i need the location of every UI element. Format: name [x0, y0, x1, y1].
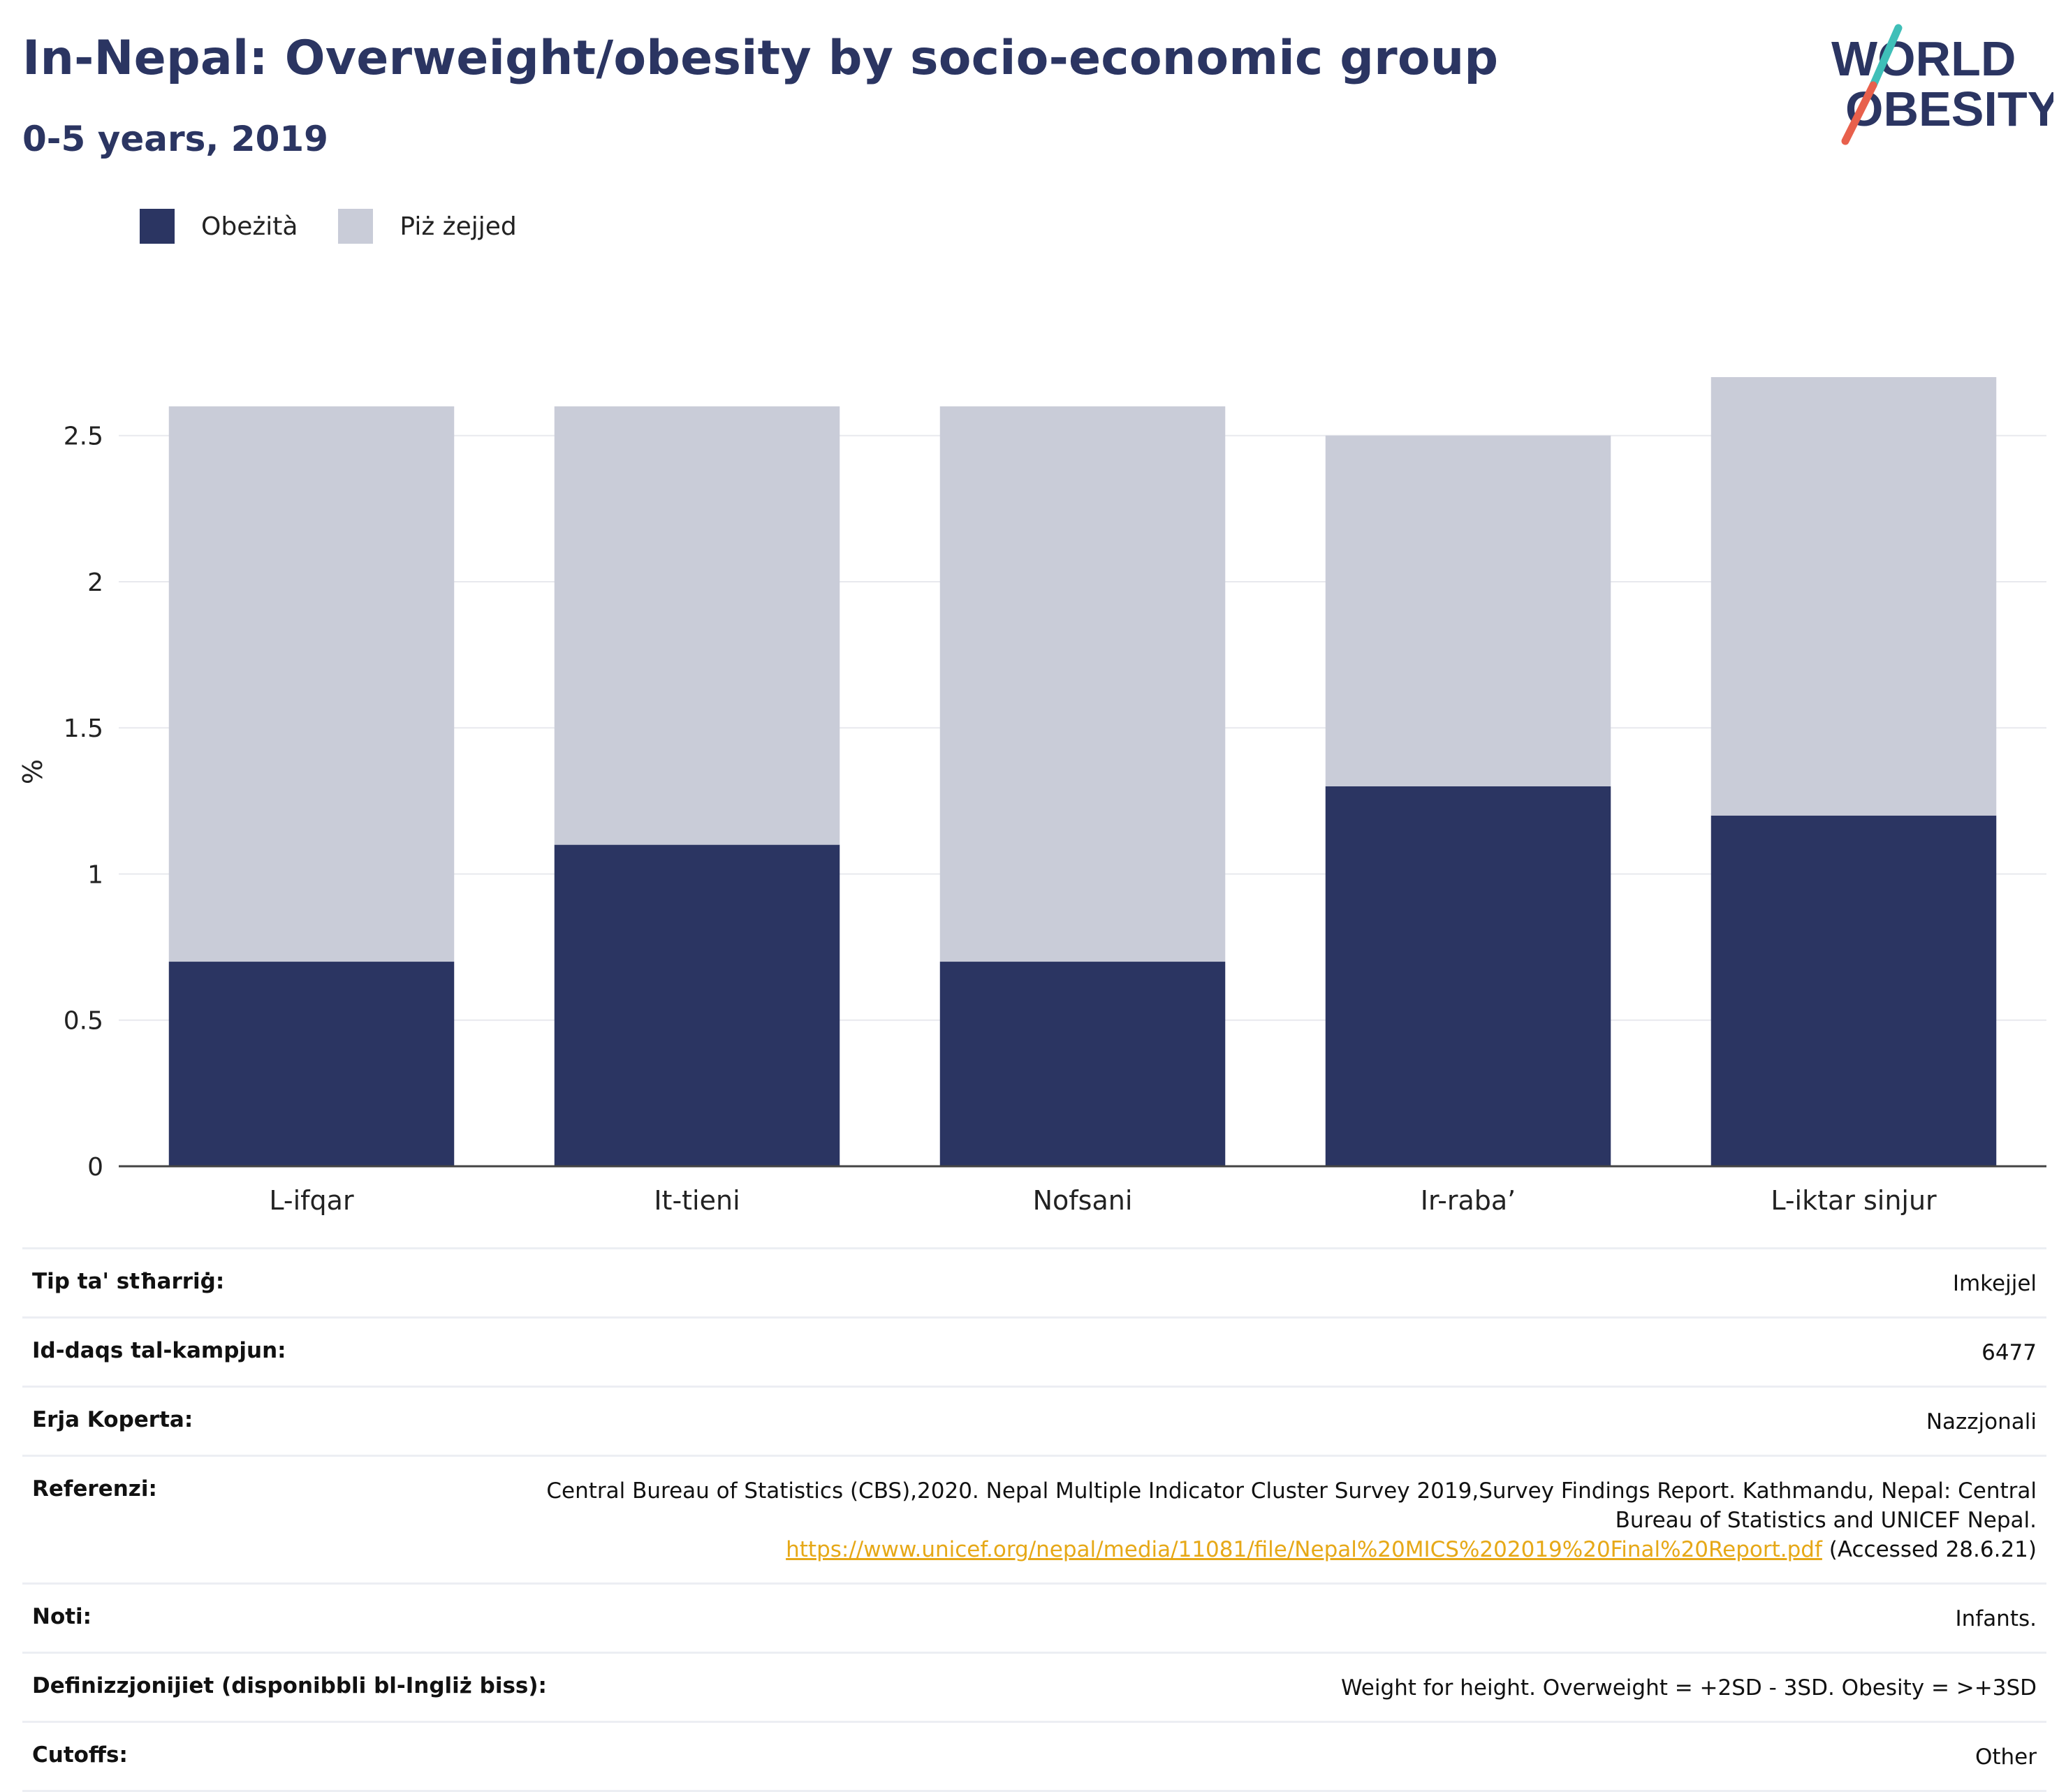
- info-key: Referenzi:: [32, 1476, 157, 1501]
- legend-item-obesity[interactable]: Obeżità: [140, 209, 298, 244]
- info-value: Weight for height. Overweight = +2SD - 3…: [1341, 1673, 2037, 1703]
- world-obesity-logo: WORLD OBESITY: [1831, 24, 2053, 145]
- x-tick-label: L-ifqar: [269, 1185, 354, 1216]
- logo-line2: OBESITY: [1845, 82, 2053, 136]
- info-key: Tip ta' stħarriġ:: [32, 1269, 225, 1294]
- y-tick-label: 1.5: [64, 714, 103, 743]
- bar-overweight[interactable]: [1325, 435, 1611, 786]
- x-axis-ticks: L-ifqar It-tieni Nofsani Ir-raba’ L-iktar si…: [269, 1185, 1937, 1216]
- bars: [168, 377, 1997, 1166]
- info-value-text: Weight for height. Overweight = +2SD - 3…: [1340, 1675, 2037, 1701]
- legend-swatch-overweight: [338, 209, 374, 244]
- info-key: Id-daqs tal-kampjun:: [32, 1338, 286, 1363]
- legend-label-obesity: Obeżità: [201, 212, 298, 241]
- bar-obesity[interactable]: [939, 962, 1226, 1166]
- legend-swatch-obesity: [140, 209, 175, 244]
- info-value-text: Central Bureau of Statistics (CBS),2020.…: [546, 1478, 2037, 1533]
- survey-info-table: Tip ta' stħarriġ: Imkejjel Id-daqs tal-kam…: [22, 1247, 2046, 1792]
- info-key: Definizzjonijiet (disponibbli bl-Ingliż …: [32, 1673, 547, 1698]
- info-value-text: Imkejjel: [1952, 1271, 2037, 1296]
- info-key: Cutoffs:: [32, 1742, 128, 1768]
- info-value-text: Nazzjonali: [1926, 1409, 2037, 1434]
- x-tick-label: Ir-raba’: [1421, 1185, 1516, 1216]
- legend-label-overweight: Piż żejjed: [400, 212, 517, 241]
- info-value: Imkejjel: [1953, 1269, 2037, 1298]
- info-key: Noti:: [32, 1604, 92, 1629]
- info-value-text: 6477: [1981, 1340, 2037, 1365]
- y-tick-label: 2.5: [64, 423, 103, 451]
- info-value: Other: [1975, 1742, 2037, 1772]
- info-row: Erja Koperta: Nazzjonali: [22, 1386, 2046, 1455]
- reference-link[interactable]: https://www.unicef.org/nepal/media/11081…: [786, 1537, 1822, 1562]
- y-tick-label: 0.5: [64, 1007, 103, 1036]
- y-axis-ticks: 0 0.5 1 1.5 2 2.5: [64, 423, 103, 1182]
- info-value: Infants.: [1955, 1604, 2037, 1633]
- y-tick-label: 1: [87, 860, 103, 889]
- info-row: Cutoffs: Other: [22, 1721, 2046, 1792]
- reference-accessed: (Accessed 28.6.21): [1822, 1537, 2037, 1562]
- legend-item-overweight[interactable]: Piż żejjed: [338, 209, 517, 244]
- chart-subtitle: 0-5 years, 2019: [22, 119, 328, 159]
- bar-overweight[interactable]: [168, 406, 455, 962]
- logo-slash-teal: [1869, 24, 1903, 89]
- info-row: Definizzjonijiet (disponibbli bl-Ingliż …: [22, 1652, 2046, 1721]
- chart-legend: Obeżità Piż żejjed: [140, 207, 557, 246]
- info-value-text: Other: [1975, 1745, 2037, 1770]
- bar-overweight[interactable]: [1710, 377, 1997, 816]
- info-value: Nazzjonali: [1926, 1407, 2037, 1437]
- x-tick-label: Nofsani: [1033, 1185, 1133, 1216]
- info-row: Id-daqs tal-kampjun: 6477: [22, 1316, 2046, 1386]
- logo-line1: WORLD: [1831, 31, 2016, 86]
- bar-obesity[interactable]: [554, 844, 840, 1166]
- info-value-text: Infants.: [1955, 1606, 2037, 1631]
- info-value: Central Bureau of Statistics (CBS),2020.…: [500, 1476, 2037, 1564]
- bar-overweight[interactable]: [554, 406, 840, 845]
- logo-slash-red: [1841, 81, 1877, 145]
- info-value: 6477: [1981, 1338, 2037, 1367]
- bar-obesity[interactable]: [168, 962, 455, 1166]
- x-tick-label: L-iktar sinjur: [1771, 1185, 1937, 1216]
- stacked-bar-chart: 0 0.5 1 1.5 2 2.5 L-ifqar It-tieni Nofsani Ir-ra…: [17, 377, 2046, 1216]
- info-row: Noti: Infants.: [22, 1582, 2046, 1652]
- x-tick-label: It-tieni: [654, 1185, 740, 1216]
- y-tick-label: 0: [87, 1153, 103, 1182]
- y-tick-label: 2: [87, 568, 103, 597]
- bar-overweight[interactable]: [939, 406, 1226, 962]
- bar-obesity[interactable]: [1710, 815, 1997, 1166]
- chart-title: In-Nepal: Overweight/obesity by socio-ec…: [22, 31, 1499, 86]
- bar-obesity[interactable]: [1325, 786, 1611, 1166]
- info-row: Referenzi: Central Bureau of Statistics (…: [22, 1455, 2046, 1582]
- info-key: Erja Koperta:: [32, 1407, 193, 1432]
- y-axis-label: %: [17, 759, 48, 784]
- info-row: Tip ta' stħarriġ: Imkejjel: [22, 1247, 2046, 1316]
